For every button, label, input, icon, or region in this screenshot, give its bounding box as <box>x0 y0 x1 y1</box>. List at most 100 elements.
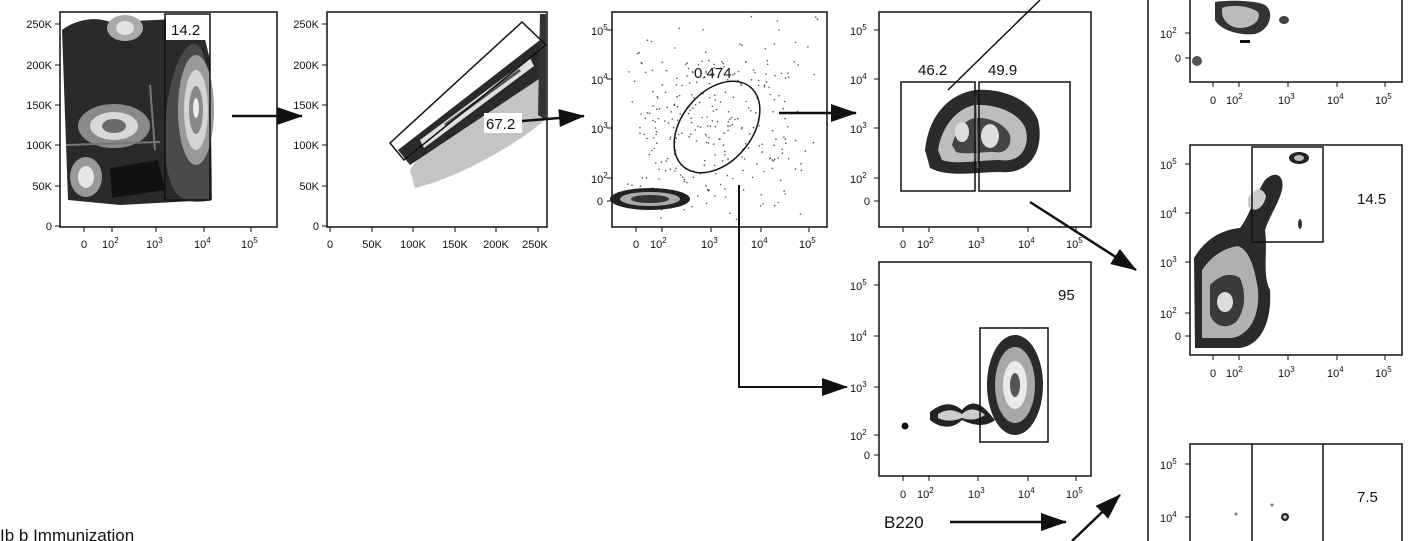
right-panel-1-ytick-zero: 0 <box>1175 53 1181 65</box>
scatter-dot <box>761 143 763 145</box>
scatter-dot <box>787 72 789 74</box>
scatter-dot <box>715 108 718 111</box>
scatter-dot <box>692 176 695 178</box>
scatter-dot <box>671 118 674 120</box>
scatter-dot <box>686 62 688 64</box>
panel-3-ytick: 105 <box>591 23 608 38</box>
scatter-dot <box>732 96 735 98</box>
scatter-dot <box>676 119 679 122</box>
scatter-dot <box>652 105 654 107</box>
right-panel-2-xtick: 102 <box>1226 365 1243 380</box>
scatter-dot <box>752 69 755 71</box>
scatter-dot <box>670 111 673 113</box>
scatter-dot <box>708 136 710 139</box>
panel-3-gate <box>673 80 761 174</box>
scatter-dot <box>729 125 731 127</box>
panel-4-y-axis: 105 104 103 102 0 <box>850 23 879 208</box>
scatter-dot <box>800 169 803 172</box>
scatter-dot <box>658 168 660 171</box>
scatter-dot <box>672 126 675 129</box>
panel-2-ytick: 250K <box>293 19 319 31</box>
scatter-dot <box>711 105 714 108</box>
scatter-dot <box>706 125 709 127</box>
panel-5-xtick: 102 <box>917 486 934 501</box>
panel-3-ytick: 102 <box>591 171 608 186</box>
scatter-dot <box>715 173 717 175</box>
panel-2-xtick: 250K <box>522 239 548 251</box>
scatter-dot <box>638 51 640 54</box>
scatter-dot <box>766 63 769 66</box>
panel-5-ytick-zero: 0 <box>864 450 870 462</box>
scatter-dot <box>750 79 753 81</box>
scatter-dot <box>816 18 819 21</box>
scatter-dot <box>664 120 666 122</box>
scatter-dot <box>651 149 653 152</box>
scatter-dot <box>773 144 775 147</box>
scatter-dot <box>640 113 642 115</box>
scatter-dot <box>675 84 678 86</box>
scatter-dot <box>683 209 685 211</box>
panel-5-xtick: 105 <box>1066 486 1083 501</box>
panel-3-xtick: 103 <box>701 236 718 251</box>
scatter-dot <box>677 133 680 136</box>
scatter-dot <box>648 153 651 156</box>
panel-4-gate-right <box>978 81 1071 192</box>
scatter-dot <box>701 116 703 119</box>
right-panel-2-density <box>1194 152 1309 348</box>
scatter-dot <box>727 79 729 81</box>
scatter-dot <box>766 59 769 62</box>
scatter-dot <box>658 108 661 110</box>
arrow-p4-to-r2 <box>1029 200 1137 272</box>
right-panel-2-gate <box>1251 146 1324 243</box>
scatter-dot <box>664 91 667 94</box>
scatter-dot <box>639 126 641 129</box>
scatter-dot <box>708 96 711 99</box>
scatter-dot <box>732 177 734 180</box>
panel-5-xtick: 104 <box>1018 486 1035 501</box>
right-panel-3-ytick: 104 <box>1160 510 1177 525</box>
right-panel-2-xtick: 103 <box>1278 365 1295 380</box>
panel-3-xtick: 105 <box>799 236 816 251</box>
scatter-dot <box>722 62 724 65</box>
right-panel-3-gate-percent: 7.5 <box>1357 489 1378 506</box>
panel-3-x-axis: 0 102 103 104 105 <box>633 227 816 251</box>
scatter-dot <box>669 168 671 170</box>
scatter-dot <box>657 117 660 120</box>
panel-5-ytick: 102 <box>850 428 867 443</box>
panel-1-ytick: 50K <box>32 181 52 193</box>
scatter-dot <box>749 133 751 135</box>
panel-4-xtick: 102 <box>917 236 934 251</box>
scatter-dot <box>674 170 676 172</box>
scatter-dot <box>654 127 657 129</box>
scatter-dot <box>698 101 701 104</box>
scatter-dot <box>631 101 634 103</box>
panel-5-gate-percent: 95 <box>1058 287 1075 304</box>
scatter-dot <box>646 137 648 140</box>
scatter-dot <box>705 70 707 73</box>
scatter-dot <box>656 95 659 98</box>
scatter-dot <box>752 126 755 129</box>
scatter-dot <box>653 147 655 150</box>
panel-3-ytick-zero: 0 <box>597 196 603 208</box>
scatter-dot <box>740 84 743 87</box>
scatter-dot <box>697 195 699 197</box>
scatter-dot <box>775 138 777 140</box>
panel-3-ytick: 103 <box>591 121 608 136</box>
scatter-dot <box>729 212 731 215</box>
scatter-dot <box>707 142 710 144</box>
scatter-dot <box>705 72 707 74</box>
scatter-dot <box>702 29 704 31</box>
scatter-dot <box>646 39 649 42</box>
scatter-dot <box>708 59 710 62</box>
scatter-dot <box>704 51 707 53</box>
scatter-dot <box>758 125 761 127</box>
panel-1-xtick: 102 <box>102 236 119 251</box>
scatter-dot <box>721 160 724 162</box>
scatter-dot <box>794 41 797 44</box>
scatter-dot <box>756 163 758 165</box>
panel-3-gate-percent: 0.474 <box>694 65 732 82</box>
scatter-dot <box>732 74 734 76</box>
scatter-dot <box>704 159 706 162</box>
panel-4-label-bg <box>916 60 958 80</box>
scatter-dot <box>814 16 817 18</box>
